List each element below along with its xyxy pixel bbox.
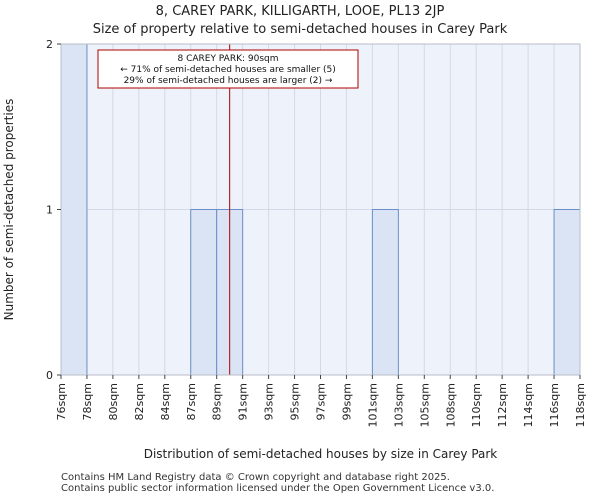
x-tick-label: 76sqm (55, 383, 68, 420)
chart-title-address: 8, CAREY PARK, KILLIGARTH, LOOE, PL13 2J… (155, 4, 445, 19)
y-tick-label: 0 (46, 369, 53, 382)
x-tick-label: 108sqm (444, 383, 457, 427)
annotation-box: 8 CAREY PARK: 90sqm ← 71% of semi-detach… (97, 49, 359, 89)
y-axis-label: Number of semi-detached properties (2, 99, 16, 321)
footer-copyright: Contains HM Land Registry data © Crown c… (61, 472, 450, 483)
annotation-line-2: ← 71% of semi-detached houses are smalle… (120, 65, 336, 75)
bar-76sqm (60, 43, 88, 376)
bar-116sqm (553, 209, 581, 376)
x-tick-label: 84sqm (159, 383, 172, 420)
x-axis-ticks: 76sqm 78sqm 80sqm 82sqm 84sqm 87sqm 89sqm 91sqm… (55, 375, 587, 427)
x-tick-label: 101sqm (366, 383, 379, 427)
bar-87sqm (190, 209, 218, 376)
gridlines (60, 43, 581, 376)
y-axis-ticks: 0 1 2 (46, 38, 61, 382)
x-tick-label: 112sqm (496, 383, 509, 427)
x-tick-label: 105sqm (418, 383, 431, 427)
x-tick-label: 93sqm (263, 383, 276, 420)
x-tick-label: 118sqm (574, 383, 587, 427)
x-tick-label: 91sqm (237, 383, 250, 420)
x-tick-label: 114sqm (522, 383, 535, 427)
chart-title: Size of property relative to semi-detach… (92, 22, 508, 37)
x-tick-label: 80sqm (107, 383, 120, 420)
x-tick-label: 103sqm (392, 383, 405, 427)
x-tick-label: 116sqm (548, 383, 561, 427)
y-tick-label: 1 (46, 204, 53, 217)
x-tick-label: 95sqm (289, 383, 302, 420)
x-tick-label: 110sqm (470, 383, 483, 427)
x-tick-label: 78sqm (81, 383, 94, 420)
x-tick-label: 97sqm (315, 383, 328, 420)
annotation-line-3: 29% of semi-detached houses are larger (… (124, 76, 333, 86)
x-tick-label: 89sqm (211, 383, 224, 420)
footer-licence: Contains public sector information licen… (61, 483, 495, 494)
bar-101sqm (371, 209, 399, 376)
x-tick-label: 87sqm (185, 383, 198, 420)
x-axis-label: Distribution of semi-detached houses by … (144, 447, 498, 461)
y-tick-label: 2 (46, 38, 53, 51)
x-tick-label: 99sqm (340, 383, 353, 420)
annotation-line-1: 8 CAREY PARK: 90sqm (177, 54, 278, 64)
x-tick-label: 82sqm (133, 383, 146, 420)
